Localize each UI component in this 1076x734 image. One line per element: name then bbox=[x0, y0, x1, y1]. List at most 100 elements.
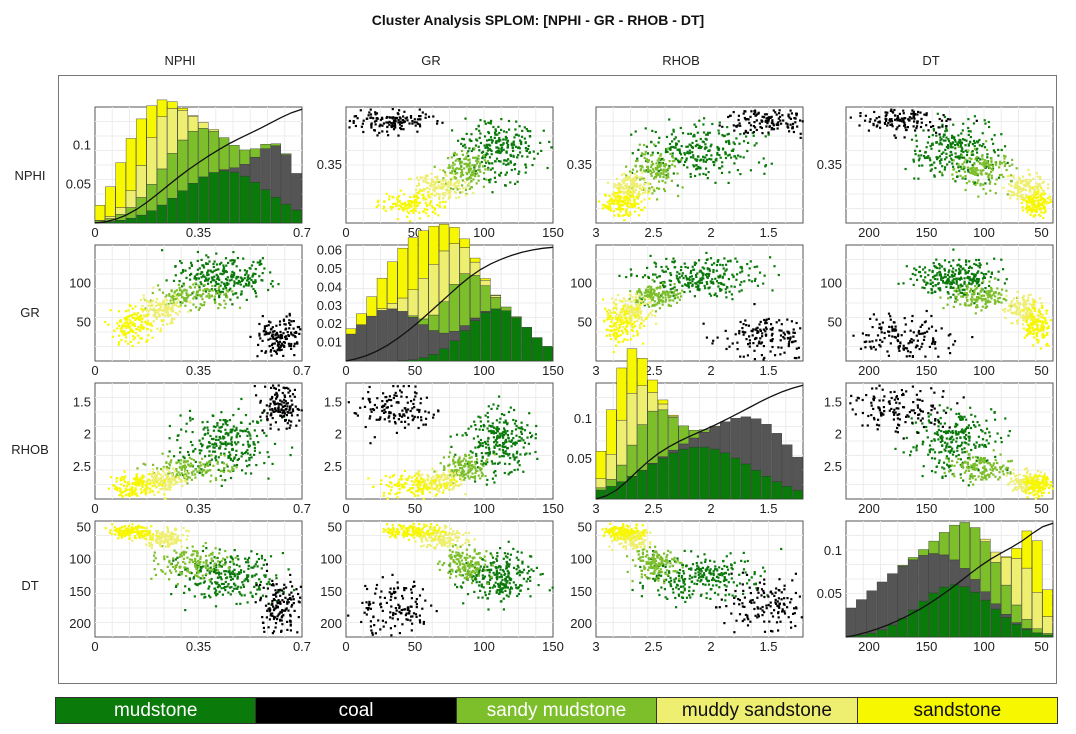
scatter-point bbox=[634, 308, 637, 311]
scatter-point bbox=[174, 265, 177, 268]
scatter-point bbox=[1041, 192, 1044, 195]
scatter-point bbox=[1024, 197, 1027, 200]
scatter-point bbox=[261, 339, 264, 342]
scatter-point bbox=[1028, 206, 1031, 209]
scatter-point bbox=[223, 306, 226, 309]
scatter-point bbox=[133, 316, 136, 319]
scatter-point bbox=[707, 149, 710, 153]
scatter-point bbox=[712, 339, 715, 342]
scatter-point bbox=[457, 139, 460, 142]
scatter-point bbox=[902, 348, 905, 351]
scatter-point bbox=[1020, 201, 1023, 205]
scatter-point bbox=[611, 317, 614, 320]
scatter-point bbox=[949, 142, 952, 145]
scatter-point bbox=[536, 152, 539, 155]
scatter-point bbox=[661, 157, 664, 161]
scatter-point bbox=[450, 172, 453, 175]
scatter-point bbox=[429, 196, 432, 199]
scatter-point bbox=[216, 283, 219, 286]
scatter-point bbox=[477, 125, 480, 128]
scatter-point bbox=[971, 295, 974, 299]
scatter-point bbox=[748, 279, 751, 282]
scatter-point bbox=[949, 296, 952, 299]
scatter-point bbox=[669, 146, 672, 149]
scatter-point bbox=[272, 330, 275, 333]
scatter-point bbox=[721, 134, 724, 137]
scatter-point bbox=[719, 274, 722, 277]
scatter-point bbox=[694, 282, 697, 285]
scatter-point bbox=[242, 285, 245, 288]
scatter-point bbox=[208, 260, 211, 263]
scatter-point bbox=[960, 295, 963, 298]
scatter-point bbox=[749, 128, 752, 131]
scatter-point bbox=[629, 306, 632, 309]
scatter-point bbox=[949, 333, 952, 336]
scatter-point bbox=[213, 260, 216, 263]
scatter-point bbox=[765, 113, 768, 116]
scatter-point bbox=[990, 289, 993, 292]
scatter-point bbox=[1021, 209, 1024, 212]
scatter-point bbox=[614, 298, 617, 301]
scatter-point bbox=[448, 166, 452, 169]
scatter-point bbox=[953, 274, 956, 277]
scatter-point bbox=[719, 167, 722, 170]
scatter-point bbox=[633, 183, 636, 187]
scatter-point bbox=[943, 259, 947, 262]
scatter-point bbox=[124, 333, 127, 337]
scatter-point bbox=[683, 283, 687, 286]
scatter-point bbox=[483, 144, 486, 147]
scatter-point bbox=[379, 118, 382, 121]
scatter-point bbox=[1015, 306, 1018, 310]
scatter-point bbox=[642, 319, 645, 322]
scatter-point bbox=[430, 178, 433, 181]
scatter-point bbox=[959, 272, 962, 275]
scatter-point bbox=[159, 327, 163, 330]
scatter-point bbox=[991, 169, 994, 172]
scatter-point bbox=[737, 154, 740, 157]
scatter-point bbox=[515, 120, 518, 123]
scatter-point bbox=[1002, 308, 1005, 311]
scatter-point bbox=[407, 207, 410, 210]
scatter-point bbox=[872, 313, 875, 316]
scatter-point bbox=[785, 122, 788, 125]
scatter-point bbox=[993, 302, 996, 305]
scatter-point bbox=[989, 300, 992, 303]
scatter-point bbox=[217, 268, 220, 271]
scatter-point bbox=[131, 345, 134, 348]
scatter-point bbox=[997, 154, 1000, 157]
scatter-point bbox=[890, 108, 893, 111]
scatter-point bbox=[477, 145, 480, 148]
scatter-point bbox=[507, 158, 510, 161]
scatter-point bbox=[500, 150, 503, 153]
scatter-point bbox=[667, 294, 670, 297]
scatter-point bbox=[601, 207, 605, 210]
scatter-point bbox=[728, 290, 731, 293]
scatter-point bbox=[790, 320, 793, 323]
scatter-point bbox=[224, 287, 228, 290]
scatter-point bbox=[944, 282, 947, 285]
scatter-point bbox=[484, 146, 487, 149]
scatter-point bbox=[507, 143, 510, 146]
scatter-point bbox=[457, 159, 460, 162]
scatter-point bbox=[623, 313, 626, 316]
scatter-point bbox=[704, 156, 707, 159]
scatter-point bbox=[652, 177, 656, 180]
scatter-point bbox=[951, 141, 954, 144]
scatter-point bbox=[619, 311, 622, 314]
scatter-point bbox=[190, 272, 193, 275]
scatter-point bbox=[974, 287, 977, 290]
scatter-point bbox=[698, 119, 701, 122]
scatter-point bbox=[144, 320, 147, 323]
scatter-point bbox=[758, 323, 761, 326]
scatter-point bbox=[249, 335, 252, 338]
scatter-point bbox=[627, 196, 630, 200]
scatter-point bbox=[891, 328, 894, 331]
scatter-point bbox=[762, 328, 765, 331]
scatter-point bbox=[527, 147, 530, 151]
scatter-point bbox=[1037, 189, 1040, 192]
scatter-point bbox=[705, 336, 708, 339]
scatter-point bbox=[963, 280, 966, 283]
scatter-point bbox=[443, 184, 446, 187]
scatter-point bbox=[980, 287, 983, 290]
scatter-point bbox=[918, 164, 921, 167]
